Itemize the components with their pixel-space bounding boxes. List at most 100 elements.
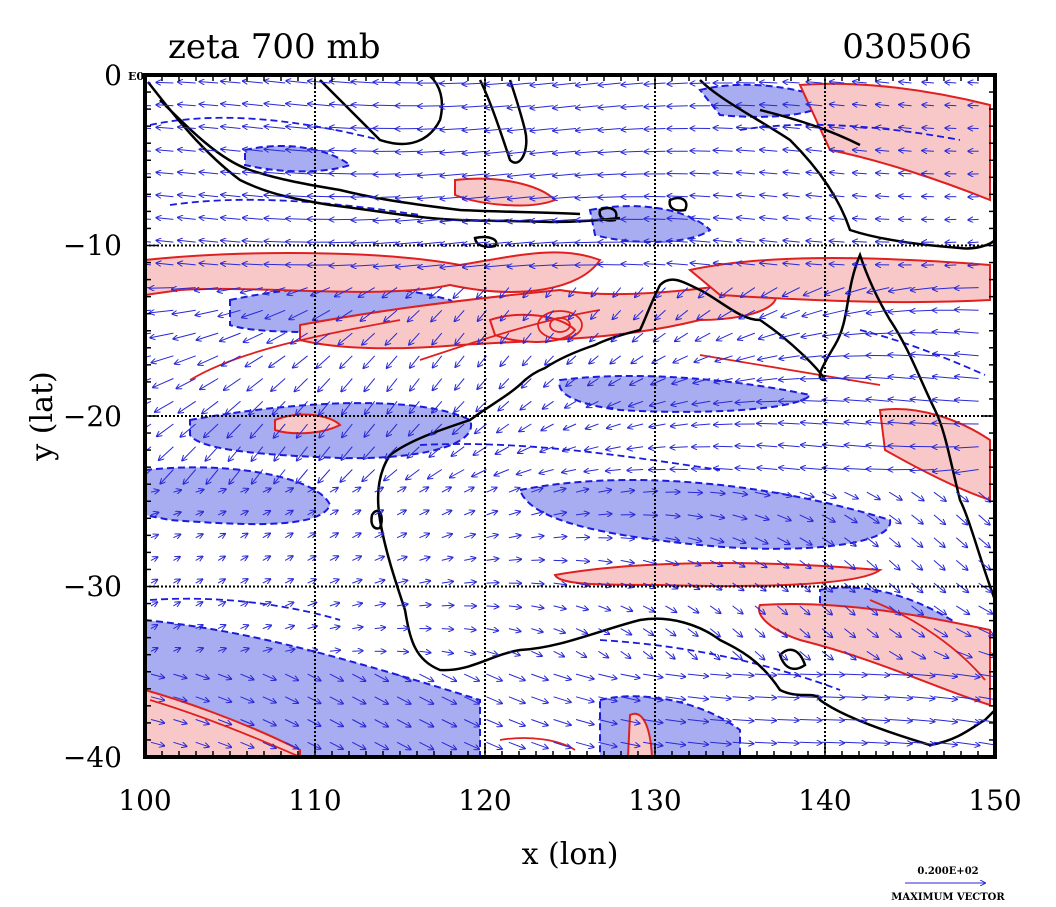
wind-vector	[714, 468, 733, 469]
wind-vector	[777, 742, 798, 743]
wind-vector	[673, 355, 689, 363]
wind-vector	[888, 605, 900, 615]
wind-vector	[845, 445, 867, 447]
wind-vector	[546, 332, 554, 342]
wind-vector	[195, 719, 209, 725]
wind-vector	[714, 173, 733, 174]
wind-vector	[777, 674, 798, 675]
wind-vector	[159, 446, 174, 460]
wind-vector	[575, 537, 589, 538]
wind-vector	[464, 651, 475, 654]
wind-vector	[200, 127, 219, 129]
wind-vector	[911, 470, 934, 471]
wind-vector	[922, 151, 934, 152]
wind-vector	[387, 355, 398, 368]
wind-vector	[599, 83, 621, 85]
wind-vector	[431, 423, 443, 435]
wind-vector	[240, 741, 254, 747]
wind-vector	[200, 149, 219, 151]
wind-vector	[150, 742, 164, 746]
wind-vector	[329, 510, 338, 515]
wind-vector	[876, 150, 890, 151]
wind-vector	[464, 558, 475, 560]
wind-vector	[866, 628, 878, 638]
wind-vector	[539, 469, 554, 474]
wind-vector	[397, 604, 408, 606]
wind-vector	[853, 264, 867, 265]
wind-vector	[575, 606, 588, 610]
wind-vector	[441, 673, 456, 681]
wind-vector	[361, 309, 376, 321]
wind-vector	[243, 264, 263, 265]
wind-vector	[440, 106, 465, 107]
max-vector-value: 0.200E+02	[917, 866, 978, 877]
wind-vector	[876, 173, 890, 174]
wind-vector	[352, 105, 375, 106]
wind-vector	[613, 287, 622, 297]
wind-vector	[296, 469, 308, 484]
wind-vector	[396, 487, 405, 493]
wind-vector	[145, 469, 152, 477]
wind-vector	[779, 356, 800, 359]
wind-vector	[823, 445, 845, 447]
wind-vector	[911, 674, 935, 676]
wind-vector	[531, 629, 542, 633]
wind-vector	[889, 355, 912, 356]
wind-vector	[546, 287, 554, 297]
wind-vector	[621, 174, 644, 175]
wind-vector	[620, 650, 631, 658]
wind-vector	[736, 379, 755, 382]
wind-vector	[486, 696, 502, 704]
wind-vector	[576, 197, 599, 198]
wind-vector	[760, 82, 778, 83]
wind-vector	[508, 741, 525, 748]
wind-vector	[150, 490, 159, 492]
wind-vector	[714, 128, 733, 129]
wind-vector	[889, 310, 912, 312]
wind-vector	[757, 445, 778, 446]
wind-vector	[598, 719, 616, 724]
wind-vector	[145, 150, 152, 152]
wind-vector	[853, 196, 867, 197]
wind-vector	[319, 446, 331, 460]
wind-vector	[783, 241, 800, 243]
wind-vector	[553, 106, 577, 109]
wind-vector	[463, 151, 487, 153]
wind-vector	[777, 537, 789, 545]
wind-vector	[737, 172, 755, 174]
wind-vector	[575, 489, 588, 492]
wind-vector	[598, 605, 610, 610]
wind-vector	[590, 332, 599, 341]
wind-vector	[823, 356, 845, 357]
wind-vector	[754, 537, 768, 544]
wind-vector	[642, 628, 653, 636]
wind-vector	[145, 309, 152, 312]
wind-vector	[494, 469, 510, 476]
wind-vector	[329, 741, 343, 749]
wind-vector	[463, 673, 479, 681]
wind-vector	[418, 151, 442, 152]
wind-vector	[485, 265, 509, 267]
wind-vector	[799, 605, 810, 615]
wind-vector	[508, 512, 520, 515]
positive-contour-lines	[149, 309, 986, 757]
wind-vector	[319, 423, 331, 438]
wind-vector	[508, 197, 532, 199]
wind-vector	[408, 446, 420, 458]
wind-vector	[783, 150, 800, 152]
wind-vector	[553, 265, 577, 266]
wind-vector	[631, 355, 644, 364]
wind-vector	[387, 423, 398, 436]
wind-vector	[888, 537, 900, 547]
wind-vector	[691, 173, 711, 174]
wind-vector	[710, 492, 725, 493]
wind-vector	[307, 719, 321, 727]
wind-vector	[565, 400, 577, 408]
wind-vector	[807, 82, 823, 83]
wind-vector	[665, 674, 686, 677]
wind-vector	[866, 582, 877, 592]
wind-vector	[933, 288, 957, 290]
wind-vector	[150, 674, 164, 678]
wind-vector	[622, 106, 644, 108]
wind-vector	[440, 197, 465, 199]
